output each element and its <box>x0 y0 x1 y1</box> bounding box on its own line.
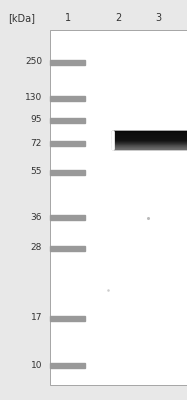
Bar <box>112 136 187 137</box>
Bar <box>50 140 85 146</box>
Bar <box>50 118 85 122</box>
Bar <box>50 214 85 220</box>
Bar <box>50 170 85 174</box>
Bar <box>112 135 187 136</box>
Text: 17: 17 <box>30 314 42 322</box>
Bar <box>112 131 113 149</box>
Bar <box>112 131 113 149</box>
Bar <box>50 60 85 64</box>
Bar <box>50 362 85 368</box>
Text: 95: 95 <box>30 116 42 124</box>
Bar <box>112 139 187 140</box>
Bar <box>112 131 113 149</box>
Bar <box>50 316 85 320</box>
Bar <box>112 133 187 134</box>
Bar <box>112 136 187 137</box>
Text: 250: 250 <box>25 58 42 66</box>
Bar <box>112 131 113 149</box>
Bar <box>112 137 187 138</box>
Bar <box>112 131 113 149</box>
Text: [kDa]: [kDa] <box>8 13 36 23</box>
Bar <box>112 131 113 149</box>
Bar <box>112 131 113 149</box>
Text: 36: 36 <box>30 212 42 222</box>
Bar <box>112 141 187 142</box>
Bar <box>112 131 113 149</box>
Bar <box>112 144 187 145</box>
Bar <box>112 131 113 149</box>
Bar <box>112 131 113 149</box>
Bar <box>112 141 187 142</box>
Bar <box>112 131 113 149</box>
Text: 1: 1 <box>65 13 71 23</box>
Bar <box>112 147 187 148</box>
Bar <box>112 140 187 141</box>
Bar <box>50 246 85 250</box>
Bar <box>112 131 113 149</box>
Text: 3: 3 <box>155 13 161 23</box>
Bar <box>112 146 187 147</box>
Bar <box>50 96 85 100</box>
Bar <box>112 143 187 144</box>
Bar <box>112 133 187 134</box>
Text: 28: 28 <box>31 244 42 252</box>
Bar <box>112 131 113 149</box>
Text: 55: 55 <box>30 168 42 176</box>
Bar <box>112 131 113 149</box>
Bar <box>112 145 187 146</box>
Bar <box>112 134 187 135</box>
Bar <box>112 137 187 138</box>
Bar <box>112 147 187 148</box>
Text: 72: 72 <box>31 138 42 148</box>
Text: 2: 2 <box>115 13 121 23</box>
Bar <box>112 131 113 149</box>
Bar <box>112 131 113 149</box>
Bar <box>112 132 187 133</box>
Bar <box>112 131 187 132</box>
Bar <box>112 140 187 141</box>
Bar <box>112 138 187 139</box>
Text: 130: 130 <box>25 94 42 102</box>
Text: 10: 10 <box>30 360 42 370</box>
Bar <box>112 142 187 143</box>
Bar <box>112 132 187 133</box>
Bar <box>50 30 187 385</box>
Bar <box>112 143 187 144</box>
Bar <box>112 148 187 149</box>
Bar <box>112 131 113 149</box>
Bar <box>112 148 187 149</box>
Bar <box>112 144 187 145</box>
Bar <box>112 134 187 135</box>
Bar <box>112 131 113 149</box>
Bar <box>112 131 113 149</box>
Bar <box>112 131 113 149</box>
